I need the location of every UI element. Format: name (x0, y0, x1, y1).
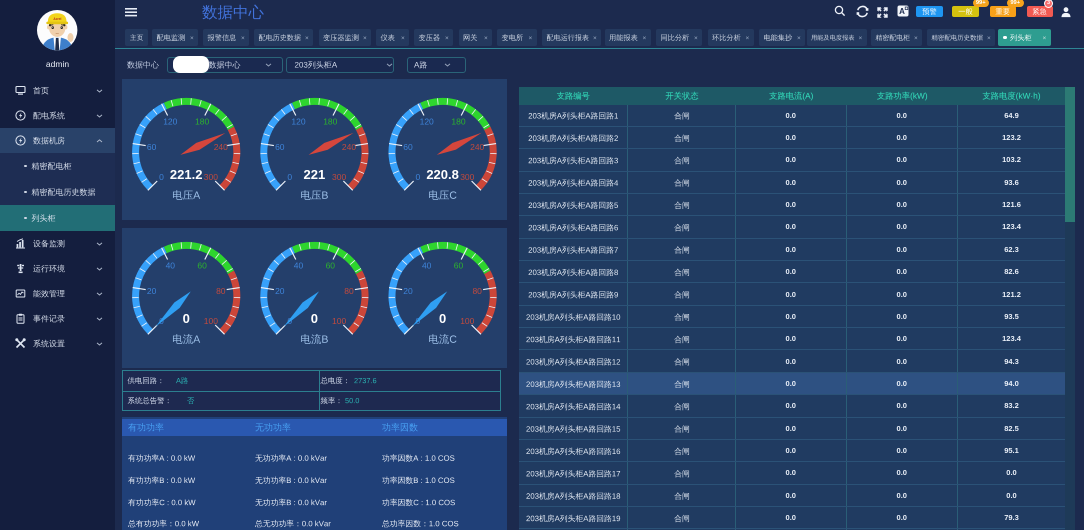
svg-text:300: 300 (460, 172, 474, 182)
svg-text:100: 100 (204, 316, 218, 326)
svg-text:40: 40 (422, 260, 432, 270)
svg-text:20: 20 (403, 286, 413, 296)
svg-text:180: 180 (323, 116, 337, 126)
svg-text:0: 0 (416, 172, 421, 182)
svg-text:80: 80 (344, 286, 354, 296)
svg-text:60: 60 (403, 142, 413, 152)
svg-text:180: 180 (451, 116, 465, 126)
svg-text:0: 0 (311, 311, 318, 326)
svg-text:20: 20 (147, 286, 157, 296)
svg-text:0: 0 (439, 311, 446, 326)
svg-text:240: 240 (342, 142, 356, 152)
svg-text:60: 60 (275, 142, 285, 152)
svg-text:120: 120 (420, 116, 434, 126)
svg-text:240: 240 (470, 142, 484, 152)
svg-text:80: 80 (472, 286, 482, 296)
svg-text:300: 300 (332, 172, 346, 182)
svg-text:221.2: 221.2 (170, 167, 203, 182)
svg-text:A: A (899, 7, 905, 16)
svg-text:0: 0 (287, 172, 292, 182)
svg-text:Acrel: Acrel (53, 16, 61, 20)
svg-text:240: 240 (214, 142, 228, 152)
svg-text:100: 100 (460, 316, 474, 326)
svg-text:221: 221 (304, 167, 326, 182)
svg-text:220.8: 220.8 (426, 167, 459, 182)
svg-text:100: 100 (332, 316, 346, 326)
svg-text:60: 60 (326, 260, 336, 270)
svg-text:120: 120 (163, 116, 177, 126)
svg-text:0: 0 (183, 311, 190, 326)
svg-text:60: 60 (454, 260, 464, 270)
svg-text:40: 40 (166, 260, 176, 270)
svg-text:60: 60 (147, 142, 157, 152)
svg-text:120: 120 (291, 116, 305, 126)
svg-text:20: 20 (275, 286, 285, 296)
svg-text:80: 80 (216, 286, 226, 296)
svg-text:180: 180 (195, 116, 209, 126)
svg-text:300: 300 (204, 172, 218, 182)
svg-text:0: 0 (159, 172, 164, 182)
svg-text:60: 60 (197, 260, 207, 270)
svg-text:40: 40 (294, 260, 304, 270)
